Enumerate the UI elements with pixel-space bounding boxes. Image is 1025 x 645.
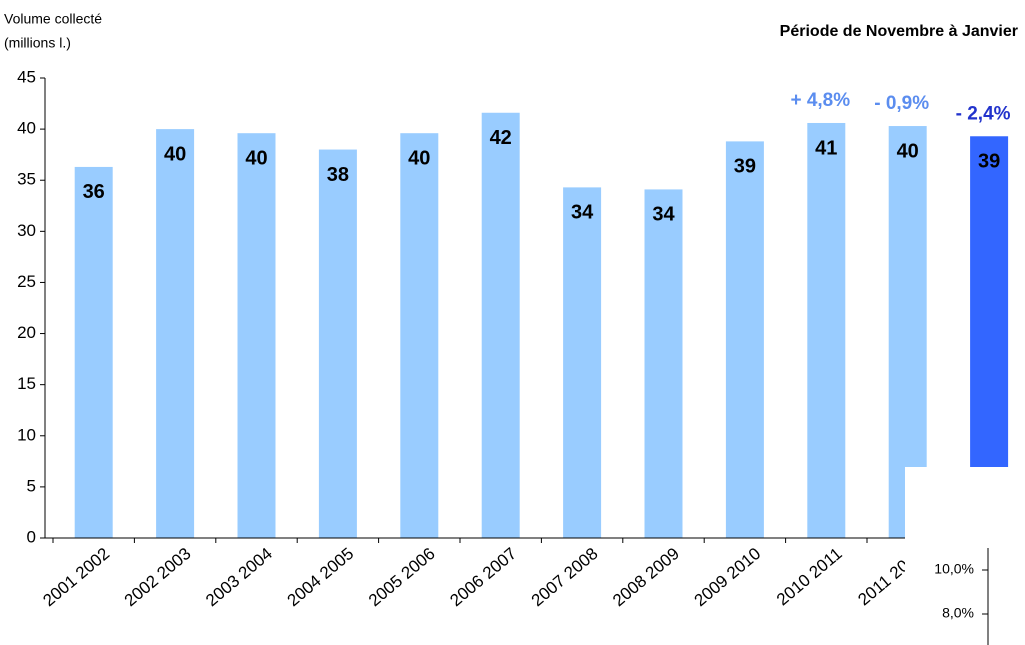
- bar: [563, 187, 602, 538]
- y-tick-label: 8,0%: [942, 605, 974, 621]
- value-label: 40: [408, 147, 430, 169]
- bar: [725, 141, 764, 538]
- plot: 0 5 10 15 20 25 30 35 40 45 36 2001 2002 40 2002 2003…: [17, 67, 1011, 610]
- value-label: 36: [83, 181, 105, 203]
- bar: [644, 189, 683, 538]
- y-axis-label: Volume collecté: [4, 11, 102, 27]
- y-axis-label: (millions l.): [4, 35, 71, 51]
- annotation: - 2,4%: [956, 103, 1011, 124]
- bar: [481, 112, 520, 538]
- chart-title: Période de Novembre à Janvier: [780, 23, 1018, 40]
- value-label: 39: [734, 156, 756, 178]
- value-label: 38: [327, 164, 349, 186]
- y-tick-label: 25: [17, 272, 36, 291]
- x-tick-label: 2004 2005: [284, 544, 358, 610]
- x-tick-label: 2010 2011: [773, 544, 846, 609]
- y-tick-label: 0: [27, 527, 36, 546]
- x-tick-label: 2006 2007: [446, 544, 520, 610]
- y-tick-label: 40: [17, 119, 36, 138]
- x-tick-label: 2008 2009: [609, 544, 683, 610]
- y-tick-label: 10: [17, 425, 36, 444]
- inset-panel: [905, 467, 1025, 645]
- value-label: 34: [571, 202, 594, 224]
- y-tick-label: 10,0%: [934, 561, 974, 577]
- x-tick-label: 2001 2002: [39, 544, 113, 610]
- x-tick-label: 2007 2008: [528, 544, 602, 610]
- value-label: 41: [815, 137, 837, 159]
- value-label: 40: [164, 143, 186, 165]
- value-label: 34: [652, 204, 675, 226]
- value-label: 39: [978, 151, 1000, 173]
- bar: [74, 166, 113, 538]
- bar: [156, 129, 195, 538]
- bar: [237, 133, 276, 538]
- y-tick-label: 15: [17, 374, 36, 393]
- bar: [318, 149, 357, 539]
- x-tick-label: 2002 2003: [121, 544, 195, 610]
- y-tick-label: 30: [17, 221, 36, 240]
- y-tick-label: 45: [17, 67, 36, 86]
- value-label: 42: [490, 127, 512, 149]
- value-label: 40: [245, 147, 267, 169]
- value-label: 40: [897, 140, 919, 162]
- annotation: - 0,9%: [874, 93, 929, 114]
- y-tick-label: 5: [27, 476, 36, 495]
- bar: [400, 133, 439, 538]
- inset-plot: 10,0% 8,0%: [934, 548, 989, 645]
- x-tick-label: 2005 2006: [365, 544, 439, 610]
- y-tick-label: 35: [17, 170, 36, 189]
- annotation: + 4,8%: [790, 90, 850, 111]
- bar: [807, 122, 846, 538]
- x-tick-label: 2003 2004: [202, 544, 276, 610]
- x-tick-label: 2009 2010: [691, 544, 765, 610]
- y-tick-label: 20: [17, 323, 36, 342]
